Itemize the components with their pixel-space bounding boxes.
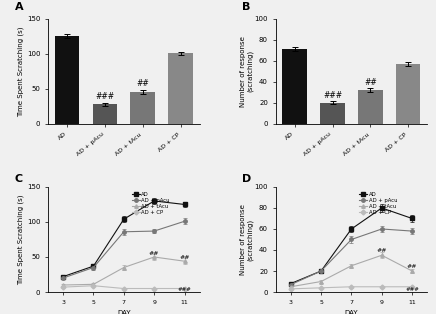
Y-axis label: Time Spent Scratching (s): Time Spent Scratching (s) — [17, 194, 24, 285]
Bar — [168, 53, 193, 124]
Y-axis label: Number of response
(scratching): Number of response (scratching) — [239, 204, 253, 275]
Text: D: D — [242, 174, 252, 184]
Bar — [92, 104, 117, 124]
Text: ##: ## — [179, 255, 190, 260]
Text: ##: ## — [149, 251, 160, 256]
Bar — [130, 92, 155, 124]
X-axis label: DAY: DAY — [344, 310, 358, 314]
Text: ###: ### — [177, 287, 191, 292]
Bar — [396, 64, 420, 124]
X-axis label: DAY: DAY — [117, 310, 131, 314]
Bar — [283, 49, 307, 124]
Text: ##: ## — [377, 248, 387, 253]
Bar — [358, 90, 383, 124]
Text: ##: ## — [364, 78, 377, 87]
Y-axis label: Number of response
(scratching): Number of response (scratching) — [239, 36, 253, 107]
Text: ###: ### — [95, 92, 115, 101]
Text: C: C — [14, 174, 23, 184]
Bar — [55, 36, 79, 124]
Text: ##: ## — [136, 79, 149, 88]
Legend: AD, AD + pAcu, AD + tAcu, AD + CP: AD, AD + pAcu, AD + tAcu, AD + CP — [129, 190, 172, 217]
Bar — [320, 103, 345, 124]
Legend: AD, AD + pAcu, AD + tAcu, AD + CP: AD, AD + pAcu, AD + tAcu, AD + CP — [357, 190, 399, 217]
Text: ###: ### — [405, 287, 419, 292]
Y-axis label: Time Spent Scratching (s): Time Spent Scratching (s) — [17, 26, 24, 116]
Text: ##: ## — [407, 264, 417, 269]
Text: ###: ### — [323, 91, 342, 100]
Text: A: A — [14, 3, 23, 13]
Text: B: B — [242, 3, 251, 13]
